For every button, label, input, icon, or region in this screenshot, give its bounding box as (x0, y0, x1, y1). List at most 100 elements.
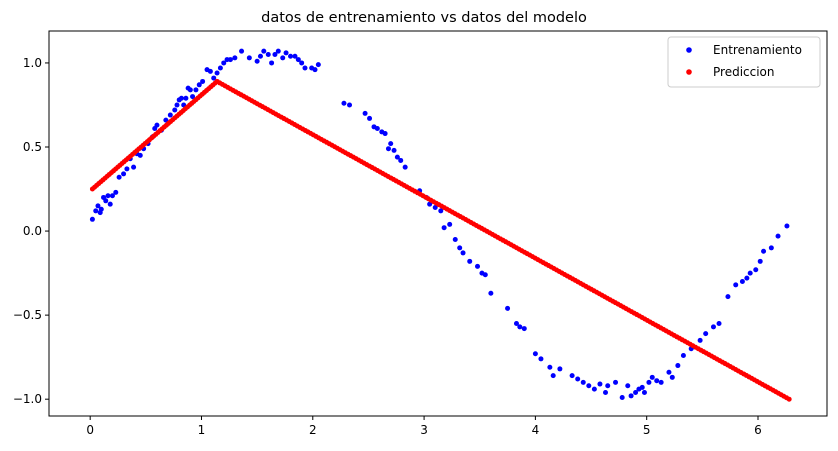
x-tick-label: 0 (86, 423, 94, 437)
data-point-entrenamiento (288, 53, 294, 59)
data-point-entrenamiento (580, 379, 586, 385)
data-point-entrenamiento (775, 233, 781, 239)
data-point-entrenamiento (121, 171, 127, 177)
legend-label-prediccion: Prediccion (713, 65, 775, 79)
data-point-entrenamiento (488, 290, 494, 296)
data-point-entrenamiento (246, 55, 252, 61)
data-point-entrenamiento (302, 65, 308, 71)
data-point-entrenamiento (200, 78, 206, 84)
data-point-entrenamiento (174, 102, 180, 108)
data-point-entrenamiento (475, 263, 481, 269)
data-point-entrenamiento (315, 62, 321, 68)
data-point-entrenamiento (680, 352, 686, 358)
data-point-entrenamiento (391, 147, 397, 153)
data-point-entrenamiento (628, 393, 634, 399)
data-point-entrenamiento (105, 193, 111, 199)
y-tick-label: 0.0 (23, 224, 42, 238)
data-point-entrenamiento (432, 205, 438, 211)
data-point-entrenamiento (374, 126, 380, 132)
data-point-entrenamiento (761, 248, 767, 254)
data-point-entrenamiento (613, 379, 619, 385)
data-point-entrenamiento (658, 379, 664, 385)
data-point-entrenamiento (757, 258, 763, 264)
data-point-entrenamiento (388, 141, 394, 147)
data-point-entrenamiento (452, 236, 458, 242)
x-tick-label: 5 (643, 423, 651, 437)
data-point-entrenamiento (482, 272, 488, 278)
data-point-entrenamiento (633, 389, 639, 395)
data-point-entrenamiento (187, 87, 193, 93)
x-tick-label: 6 (754, 423, 762, 437)
data-point-entrenamiento (232, 55, 238, 61)
data-point-entrenamiento (675, 363, 681, 369)
data-point-entrenamiento (646, 379, 652, 385)
y-tick-label: −0.5 (13, 308, 42, 322)
data-point-entrenamiento (744, 275, 750, 281)
data-point-entrenamiento (295, 57, 301, 63)
legend: Entrenamiento Prediccion (667, 36, 821, 88)
data-point-entrenamiento (753, 267, 759, 273)
data-point-entrenamiento (513, 321, 519, 327)
data-point-entrenamiento (347, 102, 353, 108)
data-point-entrenamiento (460, 250, 466, 256)
data-point-entrenamiento (768, 245, 774, 251)
data-point-entrenamiento (154, 122, 160, 128)
data-point-entrenamiento (569, 373, 575, 379)
data-point-entrenamiento (382, 131, 388, 137)
data-point-entrenamiento (710, 324, 716, 330)
data-point-entrenamiento (254, 58, 260, 64)
data-point-entrenamiento (312, 67, 318, 73)
data-point-entrenamiento (521, 326, 527, 332)
data-point-entrenamiento (283, 50, 289, 56)
data-point-entrenamiento (619, 395, 625, 401)
data-point-entrenamiento (257, 53, 263, 59)
data-point-entrenamiento (597, 381, 603, 387)
data-point-entrenamiento (517, 324, 523, 330)
data-point-entrenamiento (172, 107, 178, 113)
legend-label-entrenamiento: Entrenamiento (713, 43, 802, 57)
data-point-entrenamiento (221, 60, 227, 66)
data-point-entrenamiento (227, 57, 233, 63)
plot-area (89, 48, 792, 402)
data-point-entrenamiento (193, 87, 199, 93)
y-axis: −1.0 −0.5 0.0 0.5 1.0 (13, 56, 49, 406)
data-point-entrenamiento (532, 351, 538, 357)
data-point-entrenamiento (784, 223, 790, 229)
data-point-entrenamiento (261, 48, 267, 54)
data-point-entrenamiento (550, 373, 556, 379)
data-point-entrenamiento (547, 364, 553, 370)
data-point-entrenamiento (697, 337, 703, 343)
data-point-entrenamiento (131, 164, 137, 170)
data-point-entrenamiento (394, 154, 400, 160)
x-tick-label: 4 (532, 423, 540, 437)
data-point-entrenamiento (441, 225, 447, 231)
data-point-entrenamiento (438, 208, 444, 214)
data-point-entrenamiento (167, 112, 173, 118)
data-point-entrenamiento (239, 48, 245, 54)
data-point-entrenamiento (292, 53, 298, 59)
legend-marker-prediccion (686, 69, 692, 75)
y-tick-label: 0.5 (23, 140, 42, 154)
data-point-entrenamiento (591, 386, 597, 392)
data-point-entrenamiento (113, 189, 119, 195)
data-point-entrenamiento (639, 384, 645, 390)
data-point-entrenamiento (93, 208, 99, 214)
data-point-entrenamiento (557, 366, 563, 372)
data-point-entrenamiento (98, 206, 104, 212)
data-point-entrenamiento (447, 221, 453, 227)
data-point-entrenamiento (603, 389, 609, 395)
data-point-entrenamiento (275, 48, 281, 54)
data-point-entrenamiento (575, 376, 581, 382)
data-point-entrenamiento (109, 193, 115, 199)
x-tick-label: 2 (309, 423, 317, 437)
axes-frame (48, 30, 828, 417)
data-point-prediccion (786, 396, 792, 402)
data-point-entrenamiento (669, 374, 675, 380)
data-point-entrenamiento (207, 68, 213, 74)
data-point-entrenamiento (605, 383, 611, 389)
data-point-entrenamiento (625, 383, 631, 389)
data-point-entrenamiento (89, 216, 95, 222)
data-point-entrenamiento (341, 100, 347, 106)
legend-box (667, 36, 821, 88)
